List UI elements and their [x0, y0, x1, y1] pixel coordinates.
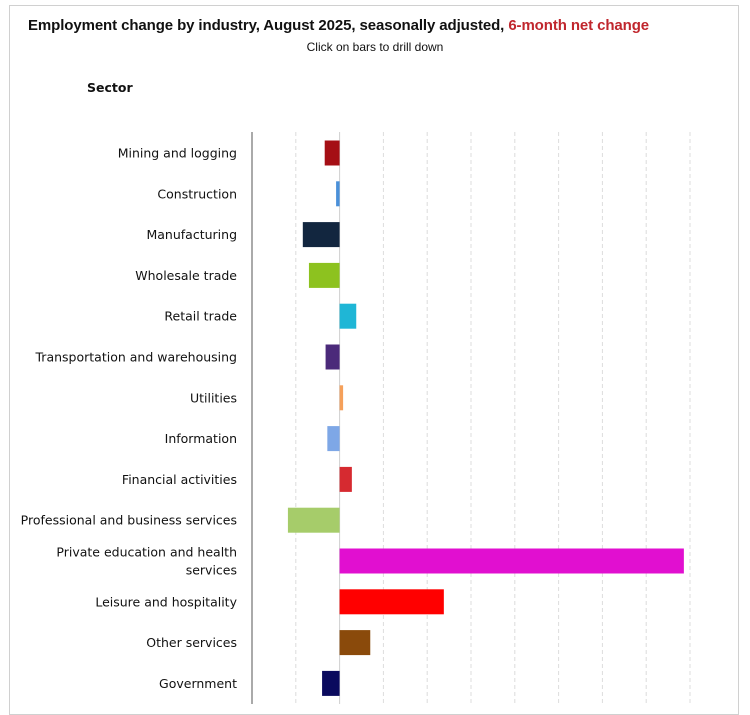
bar[interactable]: [339, 466, 352, 492]
bar[interactable]: [325, 344, 340, 370]
category-label: Mining and logging: [118, 146, 237, 161]
category-label: Retail trade: [164, 309, 237, 324]
bar[interactable]: [339, 385, 344, 411]
category-label: Construction: [157, 186, 237, 201]
category-label: Leisure and hospitality: [95, 594, 237, 609]
bar[interactable]: [339, 548, 684, 574]
bar[interactable]: [339, 303, 357, 329]
bar[interactable]: [327, 426, 340, 452]
chart-title-accent: 6-month net change: [508, 17, 650, 34]
bar[interactable]: [322, 670, 340, 696]
category-label: Professional and business services: [21, 513, 237, 528]
bar[interactable]: [339, 589, 444, 615]
chart-title-main: Employment change by industry, August 20…: [28, 17, 509, 34]
category-label: Utilities: [190, 390, 237, 405]
category-label: Transportation and warehousing: [35, 350, 238, 365]
category-label: Financial activities: [122, 472, 237, 487]
chart-title: Employment change by industry, August 20…: [28, 17, 649, 34]
bar[interactable]: [302, 222, 340, 248]
sector-axis-header: Sector: [87, 80, 133, 95]
category-label: Other services: [146, 635, 237, 650]
category-label: Private education and health services: [56, 545, 237, 578]
bar[interactable]: [287, 507, 340, 533]
category-label: Manufacturing: [146, 227, 237, 242]
chart-subtitle: Click on bars to drill down: [306, 40, 444, 54]
category-label: Government: [159, 676, 237, 691]
bar[interactable]: [336, 181, 340, 207]
bar[interactable]: [308, 262, 340, 288]
category-label: Wholesale trade: [135, 268, 237, 283]
bar[interactable]: [339, 630, 371, 656]
bar[interactable]: [324, 140, 340, 166]
category-label: Information: [165, 431, 237, 446]
